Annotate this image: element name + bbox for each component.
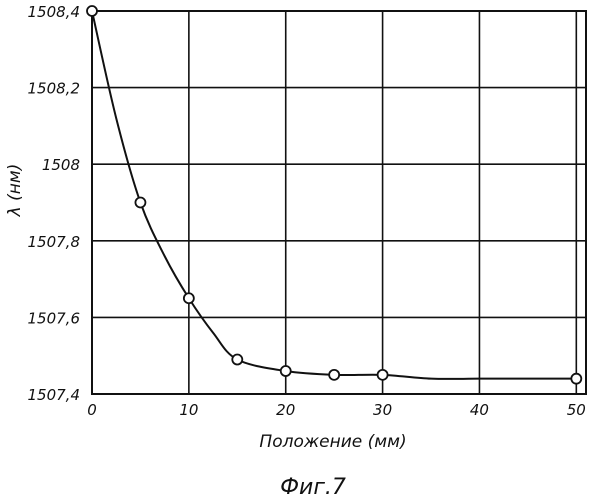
data-point [87,6,97,16]
data-point [184,293,194,303]
x-tick-label: 20 [276,401,295,419]
y-tick-label: 1507,6 [28,309,81,327]
chart-grid [92,11,586,394]
x-tick-label: 50 [567,401,586,419]
data-point [329,370,339,380]
y-axis-label: λ (нм) [5,164,25,218]
data-point [232,355,242,365]
data-point [135,198,145,208]
y-tick-labels: 1507,4 1507,6 1507,8 1508 1508,2 1508,4 [28,3,81,404]
data-curve [92,11,576,379]
plot-frame [92,11,586,394]
x-tick-label: 40 [470,401,489,419]
y-tick-label: 1507,8 [28,233,81,251]
x-tick-labels: 0 10 20 30 40 50 [87,401,586,419]
data-points [87,6,581,384]
y-tick-label: 1508,4 [28,3,81,21]
data-point [378,370,388,380]
y-tick-label: 1507,4 [28,386,81,404]
x-axis-label: Положение (мм) [259,432,406,452]
figure-caption: Фиг.7 [280,475,346,500]
x-tick-label: 0 [87,401,97,419]
data-point [571,374,581,384]
data-point [281,366,291,376]
y-tick-label: 1508,2 [28,80,81,98]
x-tick-label: 30 [373,401,392,419]
y-tick-label: 1508 [42,156,80,174]
x-tick-label: 10 [179,401,198,419]
